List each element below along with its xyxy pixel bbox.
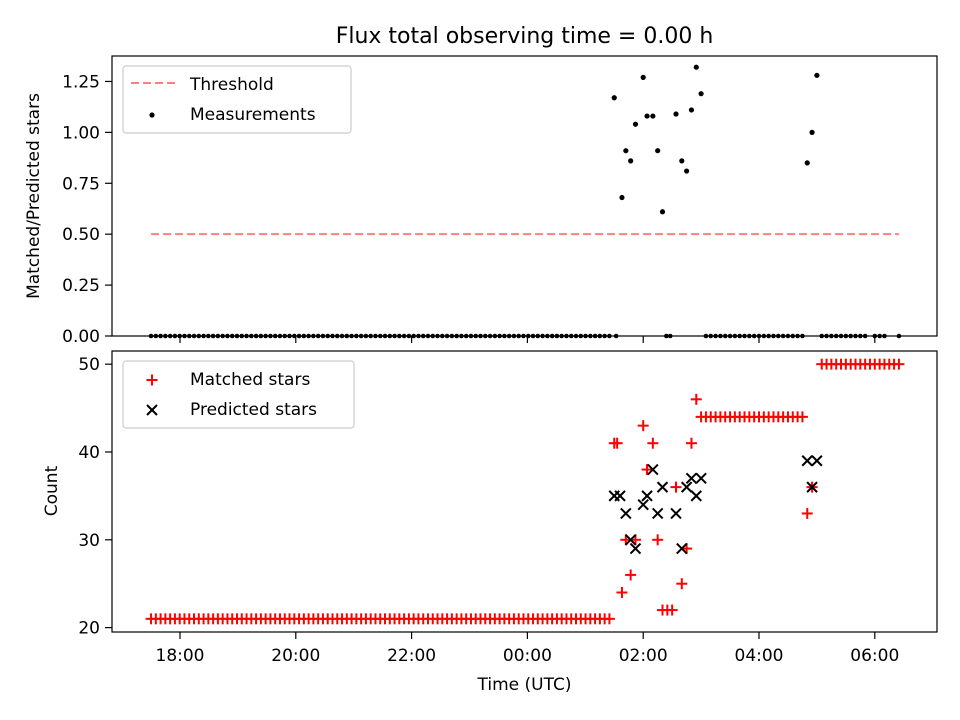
measurement-point: [679, 158, 685, 164]
predicted-star-point: [637, 498, 649, 511]
measurement-point: [655, 148, 661, 154]
y-tick-label: 0.00: [62, 327, 100, 347]
y-tick-label: 20: [78, 619, 100, 639]
legend-matched-swatch: [146, 374, 158, 386]
predicted-star-point: [647, 463, 659, 476]
ratio-panel-frame: [111, 55, 938, 337]
measurement-point: [673, 111, 679, 117]
predicted-star-point: [685, 472, 698, 485]
matched-star-point: [625, 569, 637, 581]
matched-star-point: [670, 481, 682, 493]
y-tick-label: 40: [78, 443, 100, 463]
predicted-star-point: [811, 455, 823, 467]
predicted-star-point: [695, 472, 707, 485]
measurement-point: [684, 168, 690, 174]
matched-star-point: [616, 586, 628, 598]
y-tick-label: 30: [78, 531, 100, 551]
predicted-star-point: [676, 542, 688, 555]
matched-star-point: [652, 534, 664, 546]
predicted-star-point: [614, 490, 626, 502]
legend-threshold-label: Threshold: [189, 75, 274, 95]
measurement-point: [632, 121, 639, 127]
predicted-star-point: [801, 455, 813, 467]
ratio-panel: 0.00 0.25 0.50 0.75 1.00 1.25 Matched/Predict…: [24, 55, 938, 347]
measurement-point: [623, 148, 629, 154]
measurement-point: [611, 95, 617, 101]
predicted-star-point: [806, 481, 818, 493]
matched-star-point: [647, 437, 659, 449]
x-tick-label: 00:00: [503, 646, 552, 666]
measurement-point: [644, 113, 650, 119]
x-tick-label: 22:00: [387, 646, 436, 666]
predicted-star-point: [629, 542, 642, 555]
time-x-axis-label: Time (UTC): [477, 675, 572, 695]
matched-star-point: [676, 578, 688, 590]
y-tick-label: 1.25: [62, 72, 100, 92]
legend-box: [122, 65, 352, 134]
y-tick-label: 0.25: [62, 276, 100, 296]
chart-title: Flux total observing time = 0.00 h: [336, 24, 714, 49]
measurement-point: [628, 158, 634, 164]
matched-star-point: [801, 507, 813, 519]
matched-star-point: [637, 420, 649, 432]
legend-predicted-swatch: [146, 404, 158, 416]
y-tick-label: 50: [78, 355, 100, 375]
legend-box: [122, 360, 355, 429]
x-tick-label: 20:00: [271, 646, 320, 666]
y-tick-label: 0.75: [62, 174, 100, 194]
predicted-star-point: [670, 507, 682, 520]
legend-matched-label: Matched stars: [190, 370, 310, 390]
matched-star-point: [611, 437, 623, 449]
x-tick-label: 06:00: [850, 646, 899, 666]
count-legend: Matched stars Predicted stars: [122, 360, 355, 429]
count-y-axis-label: Count: [42, 465, 62, 516]
predicted-star-point: [624, 534, 637, 546]
x-tick-label: 18:00: [156, 646, 205, 666]
matched-star-point: [690, 393, 702, 405]
measurement-point: [693, 64, 699, 70]
count-panel: 20 30 40 50 18:00 20:00 22:00 00:00 02:00 04:00 0…: [42, 350, 938, 695]
matched-star-point: [685, 437, 697, 449]
measurement-point: [650, 113, 656, 119]
y-tick-label: 0.50: [62, 225, 100, 245]
predicted-star-point: [651, 507, 664, 520]
predicted-star-point: [641, 490, 653, 502]
predicted-star-point: [680, 481, 693, 493]
measurement-point: [804, 160, 810, 166]
ratio-legend: Threshold Measurements: [122, 65, 352, 134]
measurement-point: [809, 129, 815, 135]
legend-measurements-swatch: [149, 112, 155, 118]
matched-star-point: [603, 613, 615, 625]
ratio-y-axis-label: Matched/Predicted stars: [24, 93, 44, 299]
measurement-point: [688, 107, 695, 113]
count-panel-frame: [111, 350, 938, 633]
y-tick-label: 1.00: [62, 123, 100, 143]
legend-measurements-label: Measurements: [190, 105, 316, 125]
matched-star-point: [893, 358, 905, 370]
matched-star-point: [796, 411, 808, 423]
measurement-point: [619, 194, 625, 201]
measurement-point: [640, 74, 646, 80]
predicted-star-point: [690, 490, 702, 502]
matched-star-point: [641, 464, 653, 476]
measurement-point: [698, 91, 704, 97]
x-tick-label: 02:00: [619, 646, 668, 666]
measurement-point: [659, 209, 666, 215]
legend-predicted-label: Predicted stars: [190, 400, 317, 420]
measurement-point: [814, 72, 820, 78]
predicted-star-point: [620, 507, 632, 520]
matched-star-point: [666, 604, 678, 616]
predicted-star-point: [656, 481, 669, 493]
x-tick-label: 04:00: [735, 646, 784, 666]
